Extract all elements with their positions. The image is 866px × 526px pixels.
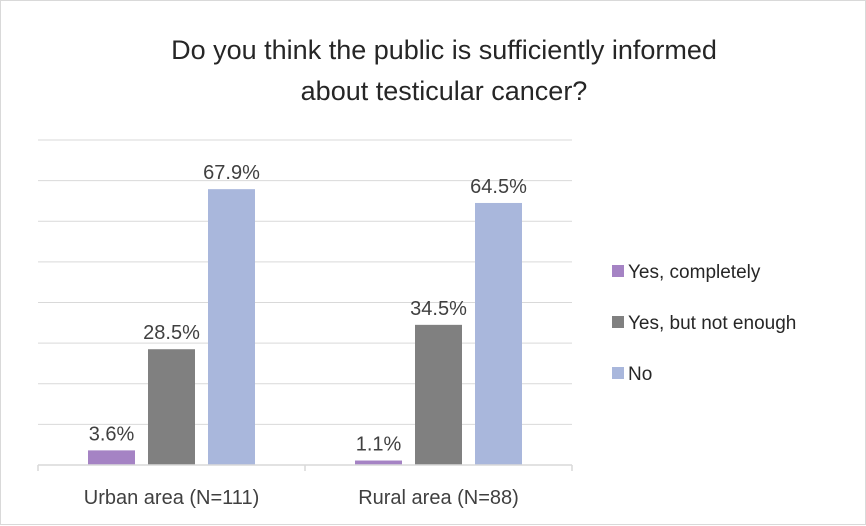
x-tick-label-1: Urban area (N=111) <box>84 487 259 509</box>
legend-label-3: No <box>628 364 652 385</box>
bar-1-1 <box>88 450 135 465</box>
chart-title-line-1: Do you think the public is sufficiently … <box>171 35 717 65</box>
legend-swatch-3 <box>612 367 624 379</box>
x-tick-label-2: Rural area (N=88) <box>358 487 519 509</box>
bar-2-2 <box>415 324 462 465</box>
bar-1-2 <box>355 460 402 465</box>
data-label-3-1: 67.9% <box>203 162 260 184</box>
bar-3-2 <box>475 202 522 465</box>
legend-label-2: Yes, but not enough <box>628 313 796 334</box>
data-label-1-1: 3.6% <box>89 423 135 445</box>
legend: Yes, completely Yes, but not enough No <box>612 262 796 385</box>
data-label-3-2: 64.5% <box>470 176 527 198</box>
data-label-2-2: 34.5% <box>410 298 467 320</box>
legend-swatch-1 <box>612 265 624 277</box>
chart-title-line-2: about testicular cancer? <box>301 76 588 106</box>
bar-3-1 <box>208 189 255 465</box>
legend-swatch-2 <box>612 316 624 328</box>
x-tick-labels: Urban area (N=111) Rural area (N=88) <box>37 465 573 509</box>
gridlines <box>38 139 572 425</box>
data-label-1-2: 1.1% <box>356 434 402 456</box>
data-label-2-1: 28.5% <box>143 322 200 344</box>
bars-group <box>88 189 522 465</box>
legend-label-1: Yes, completely <box>628 262 761 283</box>
bar-2-1 <box>148 349 195 465</box>
data-labels-group: 3.6% 28.5% 67.9% 1.1% 34.5% 64.5% <box>89 162 527 455</box>
